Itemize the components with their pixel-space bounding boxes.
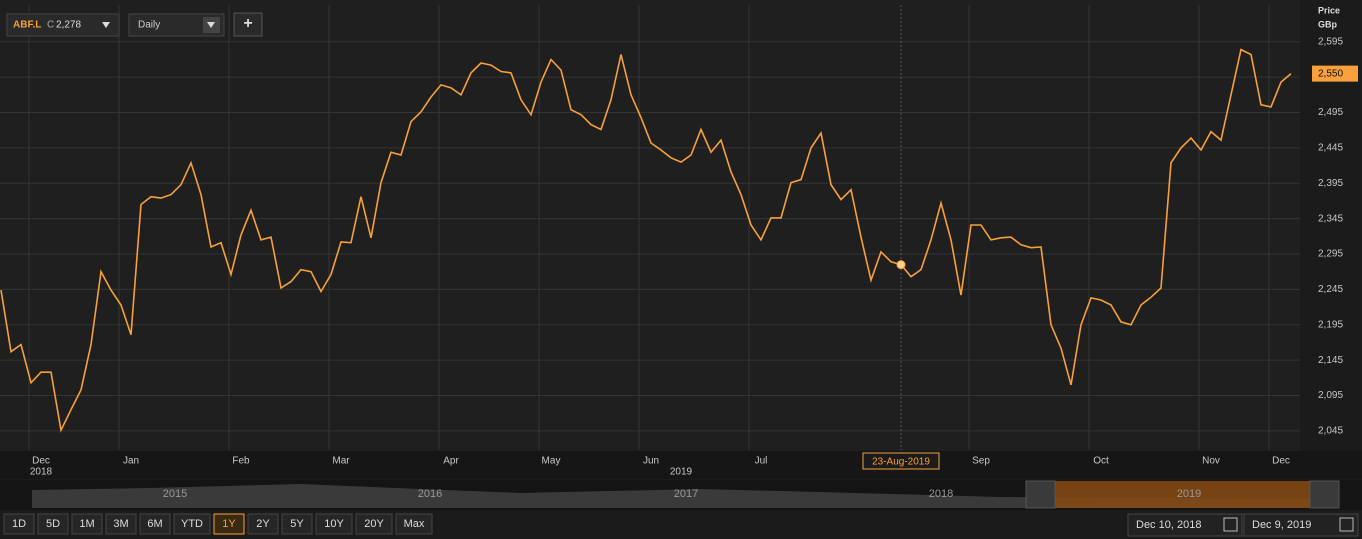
navigator-year: 2019 (1177, 488, 1201, 500)
x-tick-label: Nov (1202, 456, 1220, 467)
x-tick-label: Dec (1272, 456, 1290, 467)
date-to: Dec 9, 2019 (1252, 519, 1311, 531)
range-button[interactable] (281, 513, 313, 535)
dropdown-arrow (207, 22, 215, 28)
x-tick-label: Feb (232, 456, 250, 467)
close-value: 2,278 (56, 20, 81, 31)
y-tick-label: 2,045 (1318, 426, 1343, 437)
add-icon: + (243, 15, 252, 32)
interval: Daily (138, 20, 160, 31)
y-tick-label: 2,295 (1318, 249, 1343, 260)
range-button[interactable] (105, 513, 137, 535)
range-button[interactable] (355, 513, 393, 535)
y-tick-label: 2,345 (1318, 213, 1343, 224)
add-button[interactable] (233, 12, 263, 37)
crosshair-label: 23-Aug-2019 (872, 457, 930, 468)
interval-box[interactable] (128, 13, 225, 37)
date-from-box[interactable] (1127, 513, 1243, 537)
y-tick-label: 2,595 (1318, 36, 1343, 47)
range-button-label: 20Y (364, 518, 384, 530)
x-tick-label: Sep (972, 456, 990, 467)
range-button-label: YTD (181, 518, 203, 530)
range-button-label: 5Y (290, 518, 304, 530)
last-price-tag (1312, 65, 1358, 82)
date-to-box[interactable] (1243, 513, 1359, 537)
range-button[interactable] (173, 513, 211, 535)
x-tick-label: Oct (1093, 456, 1109, 467)
range-button-label: 1M (79, 518, 94, 530)
range-button[interactable] (315, 513, 353, 535)
x-tick-label: Apr (443, 456, 459, 467)
range-button-label: 2Y (256, 518, 270, 530)
y-tick-label: 2,195 (1318, 319, 1343, 330)
y-tick-label: 2,145 (1318, 355, 1343, 366)
range-button-label: 10Y (324, 518, 344, 530)
navigator-handle[interactable] (1025, 480, 1056, 509)
y-tick-label: 2,245 (1318, 284, 1343, 295)
range-button[interactable] (213, 513, 245, 535)
range-button-label: 1D (12, 518, 26, 530)
dropdown-arrow (102, 22, 110, 28)
calendar-icon (1223, 517, 1238, 532)
navigator-window[interactable] (1055, 481, 1310, 508)
y-tick-label: 2,395 (1318, 178, 1343, 189)
navigator-handle[interactable] (1309, 480, 1340, 509)
x-tick-label: Jul (755, 456, 768, 467)
range-buttons: 1D 5D 1M 3M 6M YTD 1Y 2Y 5Y 10Y 20Y Max (3, 513, 433, 535)
range-button-label: 3M (113, 518, 128, 530)
crosshair-label-box (862, 452, 940, 470)
date-from: Dec 10, 2018 (1136, 519, 1201, 531)
range-button-label: 1Y (222, 518, 236, 530)
range-button[interactable] (37, 513, 69, 535)
navigator-year: 2018 (929, 488, 953, 500)
y-axis-unit: GBp (1318, 19, 1338, 29)
range-button-label: 5D (46, 518, 60, 530)
x-tick-label: Jun (643, 456, 659, 467)
range-button[interactable] (3, 513, 35, 535)
symbol: ABF.L (13, 20, 41, 31)
navigator-year: 2015 (163, 488, 187, 500)
range-button[interactable] (71, 513, 103, 535)
last-price-label: 2,550 (1318, 68, 1343, 79)
navigator-labels: 2015 2016 2017 2018 2019 (163, 488, 1201, 500)
y-tick-label: 2,445 (1318, 143, 1343, 154)
x-year-label: 2018 (30, 467, 53, 478)
calendar-icon (1339, 517, 1354, 532)
navigator-year: 2016 (418, 488, 442, 500)
price-line (0, 48, 1292, 433)
range-button-label: 6M (147, 518, 162, 530)
y-tick-label: 2,095 (1318, 390, 1343, 401)
y-tick-label: 2,495 (1318, 107, 1343, 118)
range-button[interactable] (395, 513, 433, 535)
crosshair-point (896, 260, 906, 270)
range-button[interactable] (139, 513, 171, 535)
x-tick-label: Jan (123, 456, 139, 467)
x-axis-band (0, 451, 1362, 479)
plot-background (0, 0, 1300, 451)
range-button[interactable] (247, 513, 279, 535)
x-year-label: 2019 (670, 467, 693, 478)
plot: 2,045 2,095 2,145 2,195 2,245 2,295 2,345 2,395… (0, 5, 1358, 478)
x-tick-label: May (542, 456, 561, 467)
symbol-box[interactable] (6, 13, 120, 37)
close-prefix: C (47, 20, 54, 31)
range-button-label: Max (404, 518, 425, 530)
x-tick-label: Mar (332, 456, 350, 467)
navigator-year: 2017 (674, 488, 698, 500)
x-tick-label: Dec (32, 456, 50, 467)
y-axis-label: Price (1318, 5, 1340, 15)
navigator-area (32, 484, 1310, 508)
